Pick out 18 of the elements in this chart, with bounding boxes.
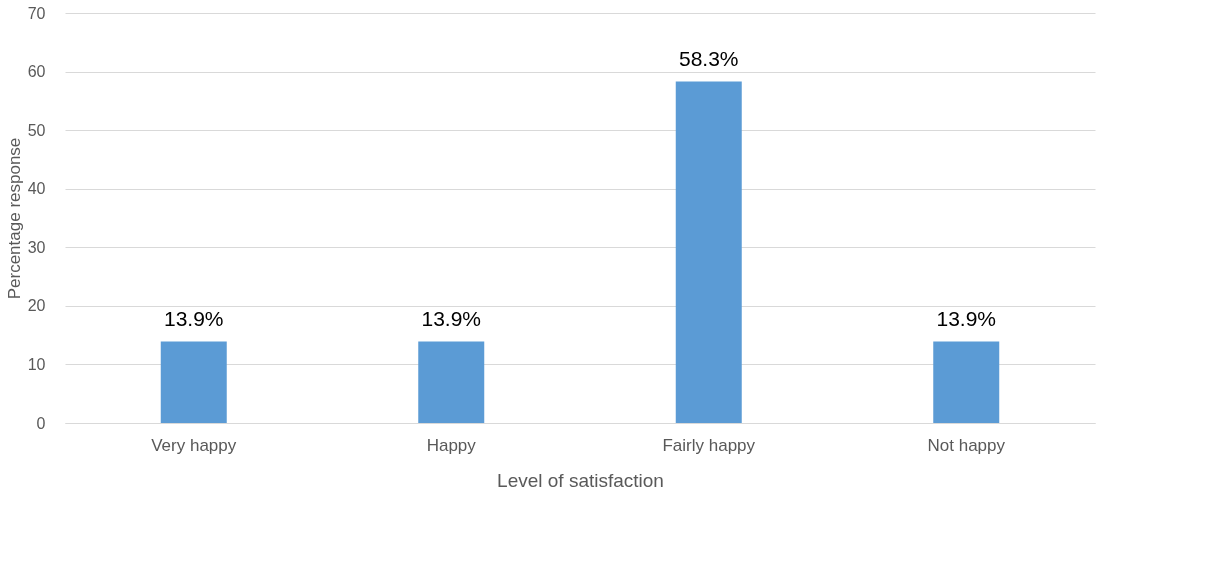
data-label: 13.9% <box>936 306 997 330</box>
data-label: 13.9% <box>421 306 482 330</box>
y-tick-label: 60 <box>27 63 46 81</box>
y-tick-label: 10 <box>27 355 46 373</box>
y-tick-label: 20 <box>27 297 46 315</box>
y-axis-title: Percentage response <box>4 137 24 300</box>
y-tick-label: 40 <box>27 180 46 198</box>
data-label: 13.9% <box>163 306 224 330</box>
y-tick-label: 0 <box>36 414 46 432</box>
x-axis-title: Level of satisfaction <box>497 469 664 491</box>
data-label: 58.3% <box>678 46 739 70</box>
x-tick-label: Very happy <box>151 435 237 455</box>
y-tick-label: 30 <box>27 238 46 256</box>
x-tick-label: Happy <box>426 435 477 455</box>
x-tick-label: Not happy <box>927 435 1006 455</box>
x-tick-label: Fairly happy <box>662 435 756 455</box>
y-tick-label: 50 <box>27 121 46 139</box>
y-tick-label: 70 <box>27 4 46 22</box>
